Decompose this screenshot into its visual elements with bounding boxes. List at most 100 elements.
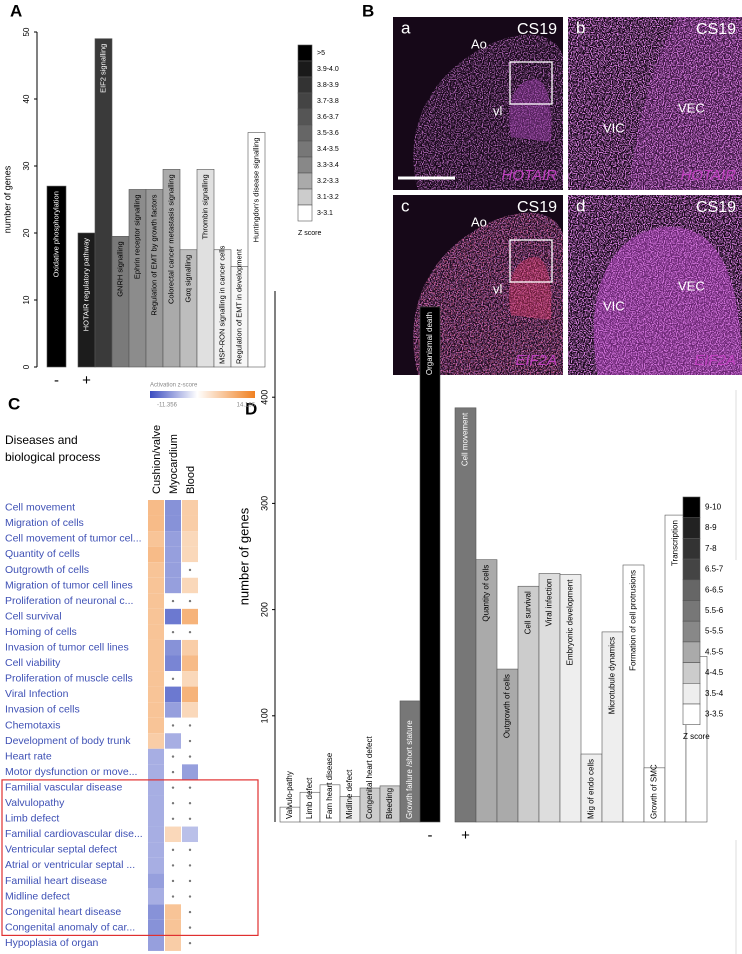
bar [46, 185, 67, 368]
nonsignificant-dot [171, 848, 175, 852]
group-label: - [54, 372, 59, 389]
legend-label: 3.6-3.7 [317, 114, 339, 121]
nonsignificant-dot [171, 677, 175, 681]
legend-label: 3.7-3.8 [317, 98, 339, 105]
legend-label: 5-5.5 [705, 627, 724, 636]
row-label: Invasion of cells [5, 704, 80, 716]
legend-label: 3.2-3.3 [317, 178, 339, 185]
bar-label: Valvulo-pathy [285, 771, 294, 819]
legend-label: 4-4.5 [705, 668, 724, 677]
heat-cell [182, 702, 198, 718]
legend-swatch [682, 517, 701, 539]
inset-box [509, 61, 553, 105]
image-label: d [576, 196, 585, 215]
heat-cell [165, 919, 181, 936]
bar [94, 38, 113, 368]
heat-cell [148, 857, 164, 874]
nonsignificant-dot [171, 895, 175, 898]
legend-swatch [682, 703, 701, 726]
legend-label: 6-6.5 [705, 585, 724, 594]
heat-cell [182, 655, 198, 672]
heat-cell [165, 577, 181, 594]
row-label: Homing of cells [5, 626, 77, 638]
bar-label: Formation of cell protrusions [629, 570, 638, 671]
legend-swatch [682, 579, 701, 601]
bar [559, 574, 582, 823]
y-tick-label: 50 [22, 27, 31, 36]
bar [419, 306, 441, 823]
heat-cell [148, 733, 164, 749]
heat-cell [165, 639, 181, 656]
bar-label: Organismal death [425, 312, 434, 375]
column-header: Cushion/valve [151, 425, 163, 494]
group-label: + [461, 827, 470, 844]
nonsignificant-dot [188, 755, 192, 758]
bar [454, 407, 477, 823]
legend-swatch [297, 92, 313, 110]
legend-label: 3.8-3.9 [317, 82, 339, 89]
heat-cell [165, 531, 181, 547]
heat-cell [148, 873, 164, 889]
nonsignificant-dot [188, 879, 192, 883]
stain-label: EIF2A [694, 352, 736, 369]
row-label: Congenital anomaly of car... [5, 921, 135, 933]
heat-cell [148, 842, 164, 858]
legend-label: >5 [317, 50, 325, 57]
heat-cell [148, 686, 164, 703]
row-label: Cell movement of tumor cel... [5, 533, 142, 545]
legend-label: 3.4-3.5 [317, 146, 339, 153]
bar [247, 132, 266, 368]
bar-label: GNRH signalling [115, 241, 124, 296]
bar-label: Microtubule dynamics [608, 637, 617, 714]
heat-cell [165, 546, 181, 563]
valve [509, 78, 552, 142]
heat-cell [148, 748, 164, 765]
row-label: Familial heart disease [5, 875, 107, 887]
bar [622, 564, 645, 823]
legend-swatch [297, 60, 313, 78]
row-label: Migration of tumor cell lines [5, 579, 133, 591]
legend-swatch [682, 662, 701, 684]
row-label: Cell survival [5, 610, 62, 622]
nonsignificant-dot [188, 910, 192, 914]
nonsignificant-dot [171, 879, 175, 883]
nonsignificant-dot [171, 755, 175, 758]
stage-label: CS19 [696, 199, 736, 216]
stain-label: HOTAIR [680, 167, 736, 184]
panel-label: A [10, 1, 22, 20]
colorbar [150, 391, 255, 398]
legend-swatch [297, 156, 313, 174]
row-label: Proliferation of neuronal c... [5, 595, 133, 607]
image-label: b [576, 18, 585, 37]
legend-label: 8-9 [705, 523, 717, 532]
bar-label: Congenital heart defect [365, 736, 374, 820]
inset-box [509, 239, 553, 283]
y-tick-label: 0 [22, 364, 31, 369]
heat-cell [148, 717, 164, 734]
heat-cell [182, 546, 198, 563]
nonsignificant-dot [171, 864, 175, 867]
bar-label: Fam heart disease [325, 752, 334, 819]
image-label: a [401, 18, 411, 37]
stage-label: CS19 [696, 21, 736, 38]
stain-label: EIF2A [515, 352, 557, 369]
nonsignificant-dot [171, 599, 175, 603]
row-label: Ventricular septal defect [5, 844, 117, 856]
bar-label: Regulation of EMT by growth factors [149, 194, 158, 315]
heat-cell [182, 826, 198, 843]
nonsignificant-dot [188, 568, 192, 572]
y-tick-label: 200 [259, 602, 269, 617]
heat-cell [165, 935, 181, 951]
heat-cell [148, 562, 164, 578]
row-label: Limb defect [5, 813, 59, 825]
micrograph: b CS19 HOTAIR VIC VEC [568, 17, 742, 190]
nonsignificant-dot [188, 864, 192, 867]
y-axis-label: number of genes [236, 507, 251, 605]
heat-cell [148, 811, 164, 827]
legend-title: Z score [298, 230, 321, 237]
heat-cell [165, 655, 181, 672]
colorbar-max: 14.166 [237, 403, 256, 409]
bar-label: Viral infection [545, 578, 554, 626]
heat-cell [148, 779, 164, 796]
heat-cell [148, 671, 164, 687]
